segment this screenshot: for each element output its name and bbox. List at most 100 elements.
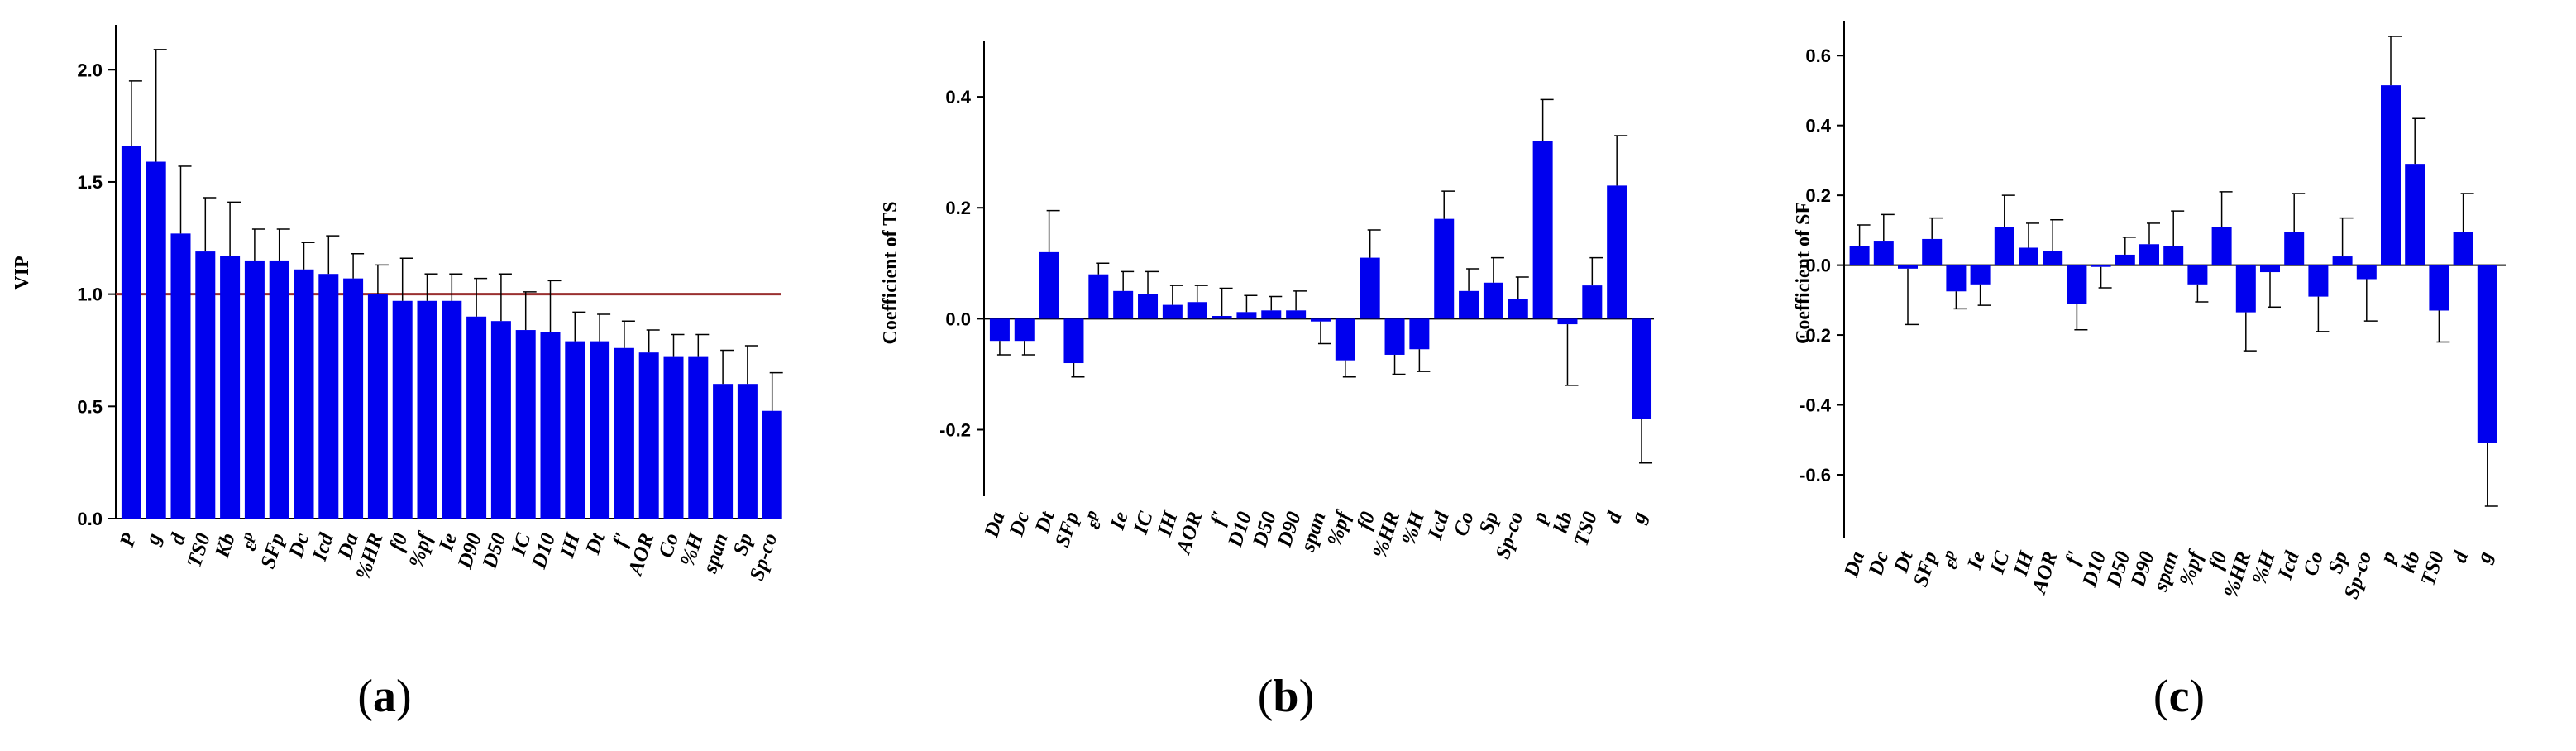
bar: [688, 356, 709, 519]
category-label: g: [141, 531, 166, 548]
panel-label-c: c: [2168, 671, 2190, 722]
category-label: f': [1207, 509, 1231, 528]
y-tick-label: 0.4: [1805, 116, 1831, 136]
y-tick-label: -0.2: [939, 420, 971, 441]
bar: [2381, 85, 2401, 265]
bar: [2405, 164, 2425, 265]
bar: [1039, 251, 1059, 319]
category-label: Icd: [2274, 548, 2304, 582]
category-label: %H: [2249, 548, 2281, 587]
bar: [2043, 251, 2063, 265]
y-tick-label: 1.5: [77, 172, 103, 193]
bar: [417, 300, 437, 519]
bar: [989, 318, 1010, 342]
bar: [1236, 312, 1257, 319]
category-label: IC: [1986, 548, 2014, 577]
bar: [2429, 265, 2449, 311]
panel-label-b: b: [1273, 671, 1299, 722]
category-label: f0: [385, 530, 412, 554]
panel-caption-a: (a): [357, 671, 412, 722]
category-label: Co: [1450, 509, 1479, 539]
y-tick-label: 2.0: [77, 60, 103, 80]
bar: [2235, 265, 2256, 313]
bar: [2284, 232, 2305, 265]
category-label: f0: [1353, 509, 1379, 533]
bar: [2163, 246, 2184, 265]
category-label: IH: [556, 529, 585, 562]
bar: [318, 274, 339, 519]
category-label: g: [1627, 509, 1651, 527]
panel-label-a: a: [373, 671, 396, 722]
bar: [367, 294, 388, 519]
bar: [1582, 285, 1603, 319]
category-label: Da: [980, 509, 1009, 541]
bar: [269, 260, 289, 519]
bar: [343, 278, 364, 519]
bar: [2067, 265, 2087, 304]
bar: [713, 384, 734, 519]
bar: [2308, 265, 2329, 297]
y-tick-label: 0.4: [945, 87, 971, 108]
category-label: p: [1527, 509, 1552, 528]
y-axis-title: Coefficient of TS: [880, 202, 901, 345]
bar: [540, 332, 561, 519]
category-label: IC: [1130, 509, 1158, 538]
bar: [1162, 304, 1183, 319]
category-label: D50: [478, 530, 510, 572]
bar: [1261, 310, 1282, 319]
category-label: Da: [1840, 549, 1869, 581]
y-tick-label: 0.5: [77, 396, 103, 417]
bar: [663, 356, 684, 519]
bar: [1557, 318, 1578, 325]
y-tick-label: 0.0: [945, 309, 971, 329]
bar: [466, 316, 487, 519]
category-label: Co: [2299, 549, 2328, 579]
bar: [195, 251, 216, 519]
category-label: P: [116, 530, 141, 551]
category-label: Kb: [211, 531, 240, 562]
panel-caption-c: (c): [2153, 671, 2206, 722]
sf-coefficient-chart-panel: -0.6 -0.4 -0.2 0.0 0.2 0.4 0.6 Coefficient of S…: [1770, 0, 2576, 751]
category-label: %pf: [1323, 507, 1355, 548]
bar: [1310, 318, 1331, 322]
category-label: Dc: [1005, 509, 1034, 540]
y-tick-label: 0.2: [945, 198, 971, 218]
category-label: p: [2376, 549, 2401, 567]
category-label: d: [2449, 548, 2473, 566]
bar: [146, 161, 166, 519]
bar: [515, 330, 536, 519]
category-label: g: [2473, 549, 2497, 567]
bar: [2187, 265, 2208, 285]
bar: [294, 269, 314, 519]
y-axis-title: Coefficient of SF: [1793, 202, 1814, 344]
y-tick-label: -0.4: [1799, 395, 1832, 416]
bar: [2356, 265, 2377, 280]
bar: [2091, 265, 2111, 267]
category-label: Icd: [308, 530, 338, 564]
bar: [565, 341, 585, 519]
bar: [2139, 244, 2159, 265]
bar: [1409, 318, 1430, 350]
bar: [1994, 227, 2014, 265]
category-label: εp: [235, 529, 265, 553]
category-label: εp: [1936, 548, 1966, 572]
bar: [1088, 274, 1109, 319]
category-label: TS0: [183, 530, 215, 570]
y-tick-label: 0.2: [1805, 185, 1831, 206]
bar: [170, 233, 191, 519]
bar: [1434, 218, 1455, 319]
bar: [762, 410, 782, 519]
bar: [1187, 302, 1207, 319]
y-tick-label: 0.6: [1805, 45, 1831, 66]
bar: [121, 146, 141, 519]
category-label: TS0: [1570, 509, 1602, 548]
y-tick-label: 0.0: [77, 509, 103, 529]
bar: [2019, 247, 2038, 265]
bar: [2211, 227, 2232, 265]
bar: [1898, 265, 1918, 269]
bar: [1014, 318, 1035, 342]
category-label: %pf: [405, 529, 437, 570]
bar: [737, 384, 758, 519]
bar: [220, 256, 241, 519]
